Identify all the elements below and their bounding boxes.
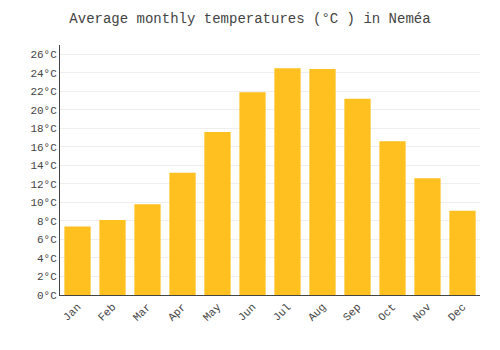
svg-text:16°C: 16°C	[30, 142, 57, 154]
svg-text:22°C: 22°C	[30, 86, 57, 98]
svg-text:Jan: Jan	[61, 301, 83, 323]
svg-text:26°C: 26°C	[30, 49, 57, 61]
svg-text:6°C: 6°C	[37, 234, 57, 246]
svg-text:24°C: 24°C	[30, 68, 57, 80]
svg-text:Average monthly temperatures (: Average monthly temperatures (°C ) in Ne…	[69, 11, 430, 27]
svg-text:Mar: Mar	[131, 301, 153, 323]
svg-text:Oct: Oct	[376, 301, 398, 323]
svg-text:Aug: Aug	[306, 301, 328, 323]
svg-text:Nov: Nov	[411, 301, 434, 324]
svg-text:4°C: 4°C	[37, 253, 57, 265]
svg-text:2°C: 2°C	[37, 271, 57, 283]
svg-text:18°C: 18°C	[30, 123, 57, 135]
svg-text:14°C: 14°C	[30, 160, 57, 172]
svg-text:Sep: Sep	[341, 301, 363, 323]
svg-text:Dec: Dec	[446, 301, 468, 323]
svg-text:Jun: Jun	[236, 301, 258, 323]
svg-text:10°C: 10°C	[30, 197, 57, 209]
svg-text:12°C: 12°C	[30, 179, 57, 191]
svg-text:8°C: 8°C	[37, 216, 57, 228]
svg-text:Feb: Feb	[96, 301, 118, 323]
svg-text:May: May	[201, 301, 224, 324]
svg-text:0°C: 0°C	[37, 290, 57, 302]
svg-text:Apr: Apr	[166, 301, 188, 323]
svg-text:20°C: 20°C	[30, 105, 57, 117]
svg-text:Jul: Jul	[271, 301, 293, 323]
